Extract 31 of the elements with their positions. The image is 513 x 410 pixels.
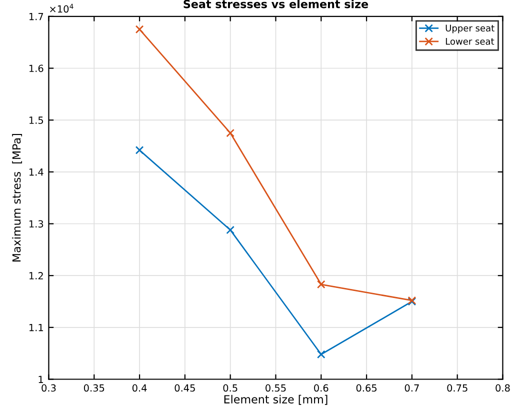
point — [316, 280, 326, 289]
x-tick-label: 0.45 — [174, 384, 195, 392]
legend-label: Upper seat — [446, 24, 494, 34]
x-tick-label: 0.4 — [132, 384, 147, 392]
x-tick-label: 0.65 — [356, 384, 377, 392]
y-axis-title: Maximum stress [MPa] — [12, 134, 22, 262]
legend-label: Lower seat — [446, 38, 494, 45]
x-tick-label: 0.8 — [496, 384, 510, 392]
y-tick-label: 1.2 — [29, 272, 43, 280]
y-tick-label: 1.3 — [29, 220, 44, 228]
y-tick-label: 1.7 — [29, 13, 44, 20]
x-tick-label: 0.55 — [266, 384, 286, 392]
chart-title: Seat stresses vs element size — [184, 0, 368, 8]
x-tick-label: 0.3 — [42, 384, 56, 392]
y-tick-label: 1.5 — [29, 116, 44, 124]
x-tick-label: 0.75 — [447, 384, 468, 392]
y-tick-label: 1.6 — [29, 64, 44, 72]
x-tick-label: 0.5 — [223, 384, 238, 392]
point — [135, 25, 144, 34]
x-axis-title: Element size [mm] — [224, 394, 328, 405]
y-tick-label: 1.1 — [29, 324, 43, 332]
text: ×10$^{4}$ — [50, 4, 74, 13]
x-tick-label: 0.35 — [84, 384, 104, 392]
x-tick-label: 0.7 — [404, 384, 419, 392]
point — [316, 350, 326, 359]
point — [226, 226, 235, 234]
point — [226, 128, 235, 138]
point — [135, 146, 144, 154]
y-tick-label: 1 — [38, 376, 43, 383]
y-tick-label: 1.4 — [29, 168, 44, 176]
x-tick-label: 0.6 — [314, 384, 328, 392]
